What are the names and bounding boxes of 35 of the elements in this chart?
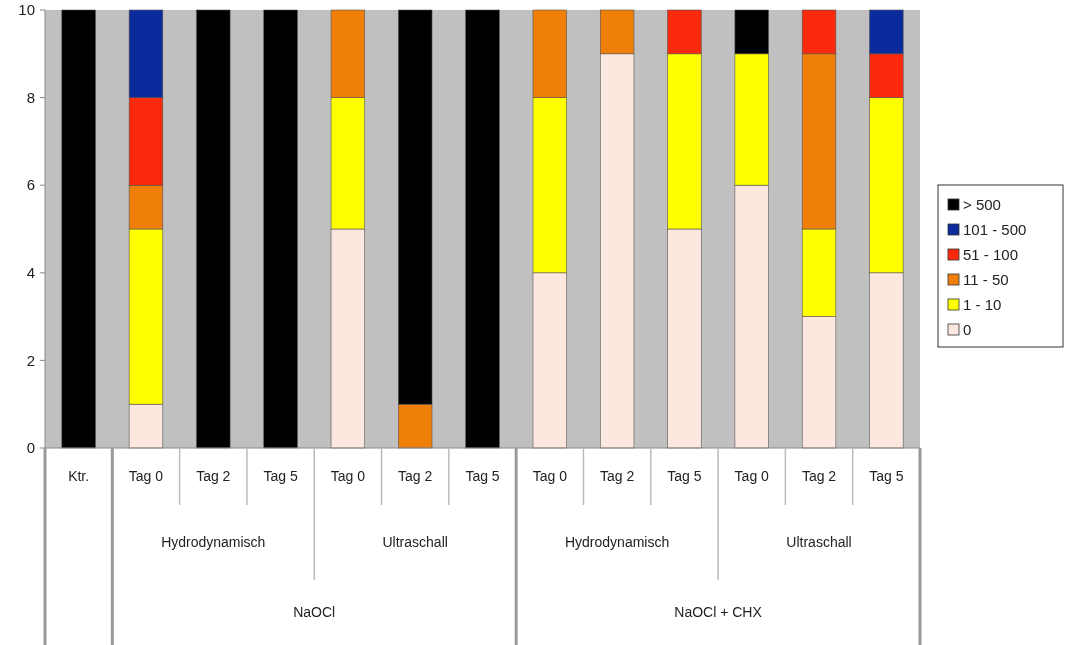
x-tick-label: Ktr. xyxy=(68,468,90,485)
text: Hydrodynamisch xyxy=(161,534,266,551)
x-tick-label: Tag 5 xyxy=(263,468,298,485)
legend-label: 101 - 500 xyxy=(963,221,1027,239)
x-tick-label: Tag 0 xyxy=(330,468,366,485)
text: Ultraschall xyxy=(786,534,852,551)
bar xyxy=(61,9,96,449)
x-tick-label: Tag 2 xyxy=(801,468,837,485)
legend-label: 51 - 100 xyxy=(963,246,1019,264)
text: Ultraschall xyxy=(382,534,448,551)
x-tick-label: Tag 2 xyxy=(398,468,433,485)
legend-label: 0 xyxy=(963,321,972,339)
x-tick-label: Tag 5 xyxy=(667,468,702,485)
legend-label: > 500 xyxy=(963,196,1001,214)
x-tick-label: Tag 2 xyxy=(599,468,635,485)
bar xyxy=(196,9,231,449)
x-tick-label: Tag 0 xyxy=(734,468,770,485)
text: Hydrodynamisch xyxy=(564,534,670,551)
x-tick-label: Tag 0 xyxy=(532,468,568,485)
y-tick-label: 0 xyxy=(26,439,35,457)
y-tick-label: 6 xyxy=(26,176,35,194)
x-tick-label: Tag 0 xyxy=(128,468,164,485)
x-tick-label: Tag 2 xyxy=(196,468,231,485)
y-tick-label: 2 xyxy=(26,351,35,369)
x-tick-label: Tag 5 xyxy=(869,468,904,485)
x-tick-label: Tag 5 xyxy=(465,468,500,485)
text: NaOCl xyxy=(293,604,336,621)
bar xyxy=(263,9,298,449)
y-tick-label: 8 xyxy=(26,88,35,106)
y-tick-label: 4 xyxy=(26,264,35,282)
y-tick-label: 10 xyxy=(18,1,35,19)
legend-label: 11 - 50 xyxy=(963,271,1009,289)
text: NaOCl + CHX xyxy=(674,604,763,621)
bar xyxy=(465,9,500,449)
legend-label: 1 - 10 xyxy=(963,296,1002,314)
